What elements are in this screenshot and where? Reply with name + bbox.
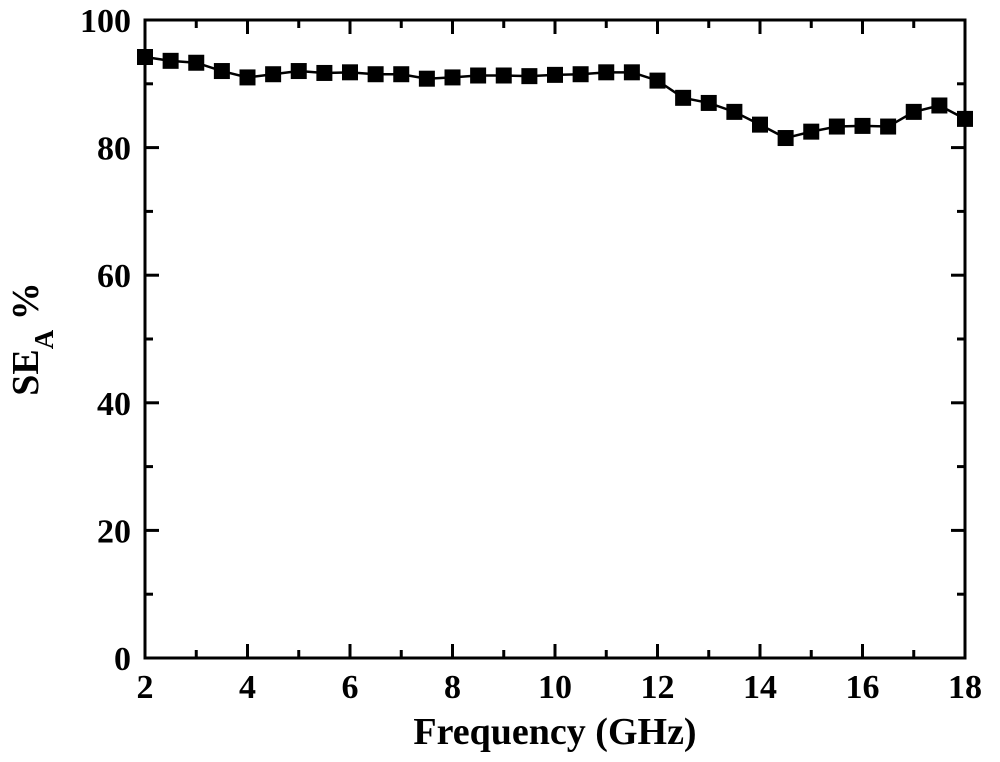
series-marker (753, 117, 768, 132)
series-marker (163, 53, 178, 68)
series-marker (727, 104, 742, 119)
series-marker (138, 50, 153, 65)
series-marker (189, 55, 204, 70)
chart-svg: 2 4 6 8 10 12 14 16 18 0 20 40 60 80 100 Frequency (GHz… (0, 0, 1000, 762)
series-marker (394, 67, 409, 82)
series-marker (419, 71, 434, 86)
series-marker (317, 65, 332, 80)
series-marker (368, 67, 383, 82)
series-marker (650, 73, 665, 88)
series-marker (573, 67, 588, 82)
series-marker (624, 65, 639, 80)
series-marker (804, 124, 819, 139)
series-marker (214, 64, 229, 79)
series-marker (676, 90, 691, 105)
series-marker (855, 118, 870, 133)
x-tick-label: 12 (641, 669, 675, 706)
series-marker (778, 131, 793, 146)
series-marker (471, 68, 486, 83)
y-tick-label: 40 (97, 386, 131, 423)
x-tick-label: 4 (239, 669, 256, 706)
chart-container: 2 4 6 8 10 12 14 16 18 0 20 40 60 80 100 Frequency (GHz… (0, 0, 1000, 762)
x-tick-label: 6 (342, 669, 359, 706)
series-marker (701, 95, 716, 110)
y-tick-label: 60 (97, 258, 131, 295)
y-tick-label: 100 (80, 3, 131, 40)
series-marker (932, 98, 947, 113)
y-tick-label: 80 (97, 131, 131, 168)
x-tick-label: 16 (846, 669, 880, 706)
x-tick-label: 14 (743, 669, 777, 706)
series-marker (445, 70, 460, 85)
series-marker (906, 104, 921, 119)
y-tick-label: 0 (114, 641, 131, 678)
x-axis-label: Frequency (GHz) (413, 711, 696, 753)
series-marker (240, 70, 255, 85)
series-marker (548, 67, 563, 82)
series-marker (496, 68, 511, 83)
y-tick-label: 20 (97, 513, 131, 550)
series-marker (599, 65, 614, 80)
x-tick-label: 10 (538, 669, 572, 706)
series-marker (829, 119, 844, 134)
series-marker (958, 111, 973, 126)
series-marker (291, 64, 306, 79)
series-marker (881, 119, 896, 134)
series-marker (343, 65, 358, 80)
series-marker (266, 67, 281, 82)
x-tick-label: 18 (948, 669, 982, 706)
x-tick-label: 2 (137, 669, 154, 706)
x-tick-label: 8 (444, 669, 461, 706)
series-marker (522, 69, 537, 84)
